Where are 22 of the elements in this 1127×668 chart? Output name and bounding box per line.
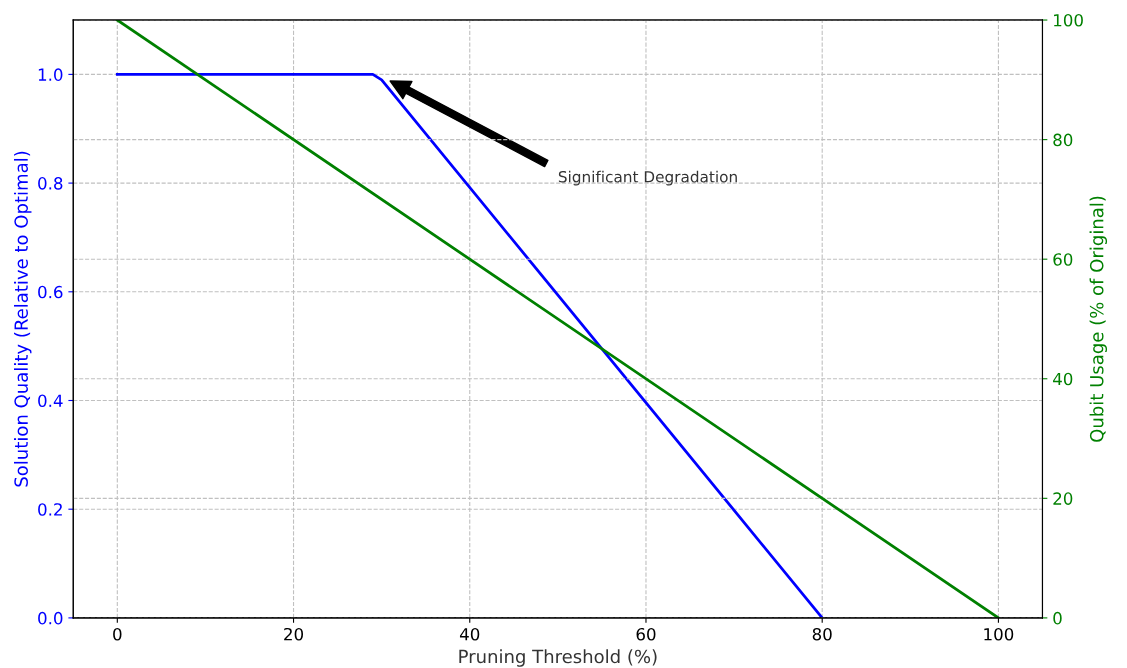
- annotation: Significant Degradation: [558, 170, 737, 186]
- y2-axis-title: Qubit Usage (% of Original): [1089, 196, 1108, 442]
- y2-tick-label: 40: [1053, 372, 1073, 386]
- y-tick-label: 0.4: [38, 394, 63, 408]
- y2-tick-label: 100: [1054, 14, 1083, 27]
- y-tick-label: 0.8: [38, 177, 63, 190]
- x-tick-label: 60: [636, 627, 656, 641]
- y2-tick-label: 60: [1053, 253, 1073, 266]
- y-tick-label: 1.0: [38, 68, 63, 81]
- x-tick-label: 40: [459, 627, 480, 641]
- x-tick-label: 80: [812, 627, 832, 641]
- x-tick-label: 100: [984, 627, 1014, 641]
- y2-tick-label: 0: [1053, 611, 1062, 625]
- y-tick-label: 0.2: [38, 503, 62, 516]
- y2-tick-label: 80: [1053, 133, 1073, 147]
- y-axis-title: Solution Quality (Relative to Optimal): [14, 151, 32, 487]
- y2-tick-label: 20: [1053, 492, 1073, 505]
- y-tick-label: 0.0: [38, 611, 63, 625]
- x-tick-label: 20: [284, 627, 304, 641]
- x-axis-title: Pruning Threshold (%): [459, 649, 657, 667]
- y-tick-label: 0.6: [38, 285, 63, 299]
- x-tick-label: 0: [113, 627, 122, 641]
